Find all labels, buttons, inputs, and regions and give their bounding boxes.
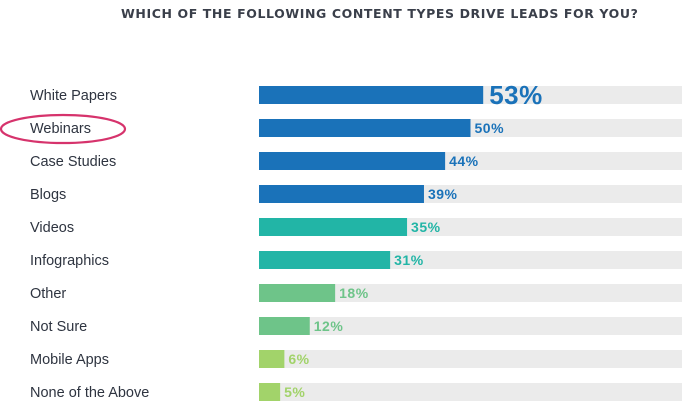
category-label: Other [30, 286, 66, 302]
bar [259, 350, 285, 368]
data-label: 44% [449, 153, 479, 169]
category-label: Videos [30, 220, 74, 236]
data-label: 50% [475, 120, 505, 136]
bar [259, 317, 310, 335]
bar [259, 383, 281, 401]
bar-track [259, 317, 682, 335]
category-label: Not Sure [30, 319, 87, 335]
highlight-ellipse [0, 113, 127, 145]
bar [259, 185, 424, 203]
category-label: Blogs [30, 187, 66, 203]
data-label: 6% [288, 351, 309, 367]
bar [259, 86, 484, 104]
category-label: Mobile Apps [30, 352, 109, 368]
data-label: 39% [428, 186, 458, 202]
bar [259, 218, 408, 236]
bar-track [259, 284, 682, 302]
data-label: 18% [339, 285, 369, 301]
data-label: 31% [394, 252, 424, 268]
category-label: Infographics [30, 253, 109, 269]
data-label: 35% [411, 219, 441, 235]
category-label: Case Studies [30, 154, 116, 170]
bar-track [259, 383, 682, 401]
category-label: None of the Above [30, 385, 149, 401]
data-label: 12% [314, 318, 344, 334]
bar [259, 152, 446, 170]
bar [259, 119, 471, 137]
bar [259, 251, 391, 269]
bar [259, 284, 336, 302]
data-label: 5% [284, 384, 305, 400]
bar-track [259, 350, 682, 368]
category-label: White Papers [30, 88, 117, 104]
category-label: Webinars [30, 121, 91, 137]
chart-title: WHICH OF THE FOLLOWING CONTENT TYPES DRI… [121, 6, 639, 21]
data-label: 53% [489, 80, 543, 110]
